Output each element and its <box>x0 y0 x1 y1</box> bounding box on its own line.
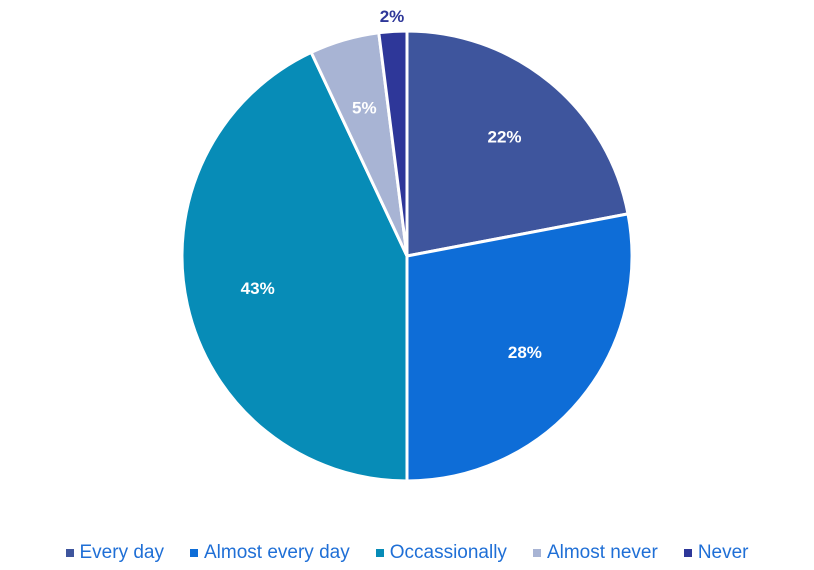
legend-label: Every day <box>79 542 164 563</box>
legend-label: Almost every day <box>203 542 350 563</box>
data-label-every-day: 22% <box>487 128 521 147</box>
legend-swatch <box>189 549 198 557</box>
legend-item-every-day: Every day <box>65 542 164 564</box>
legend-swatch <box>65 549 74 557</box>
data-label-never: 2% <box>380 7 405 26</box>
pie-slice-almost-every-day <box>405 212 634 483</box>
legend-item-almost-never: Almost never <box>532 542 658 564</box>
data-label-almost-never: 5% <box>352 99 377 118</box>
legend-swatch <box>532 549 541 557</box>
pie-slice-every-day <box>405 29 630 258</box>
legend-swatch <box>375 549 384 557</box>
data-label-occassionally: 43% <box>241 279 275 298</box>
legend: Every day Almost every day Occassionally Al… <box>0 538 814 568</box>
data-label-almost-every-day: 28% <box>508 343 542 362</box>
legend-label: Almost never <box>546 542 658 563</box>
legend-item-occassionally: Occassionally <box>375 542 507 564</box>
pie-slice-occassionally <box>180 50 409 483</box>
legend-swatch <box>683 549 692 557</box>
pie-chart: 22% 28% 43% 5% 2% <box>180 7 634 483</box>
legend-item-almost-every-day: Almost every day <box>189 542 350 564</box>
pie-slice-never <box>377 29 409 258</box>
legend-label: Never <box>697 542 749 563</box>
legend-label: Occassionally <box>389 542 507 563</box>
legend-item-never: Never <box>683 542 749 564</box>
